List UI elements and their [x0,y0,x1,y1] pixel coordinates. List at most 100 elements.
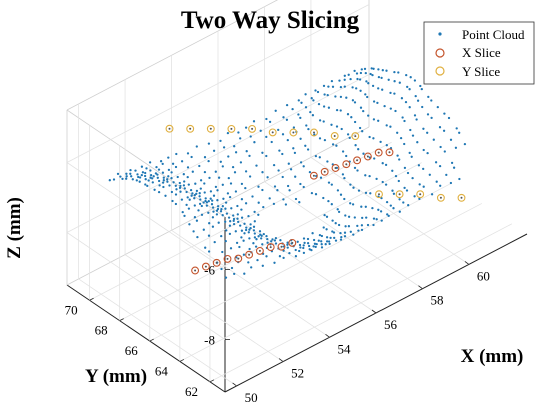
point-cloud-point [261,243,264,246]
point-cloud-point [360,228,364,232]
point-cloud-point [302,244,305,247]
point-cloud-point [443,150,446,153]
x-slice-point-center [291,241,294,244]
point-cloud-point [449,181,453,185]
point-cloud-point [125,175,128,178]
point-cloud-point [268,197,271,200]
point-cloud-point [377,119,380,122]
point-cloud-point [420,87,423,91]
point-cloud-point [314,245,317,249]
point-cloud-point [195,145,198,148]
point-cloud-point [277,128,280,132]
point-cloud-point [344,225,347,228]
point-cloud-point [185,190,188,194]
point-cloud-point [422,127,425,130]
point-cloud-point [222,197,225,200]
point-cloud-point [240,182,244,186]
point-cloud-point [225,212,229,215]
point-cloud-point [331,219,334,222]
point-cloud-point [426,131,429,134]
point-cloud-point [161,162,164,166]
point-cloud-point [359,89,362,92]
point-cloud-point [232,217,236,221]
point-cloud-point [193,197,196,200]
point-cloud-point [273,185,277,188]
point-cloud-point [294,248,297,252]
point-cloud-point [303,241,306,245]
point-cloud-point [282,256,285,260]
grid-line [310,157,470,265]
point-cloud-point [327,106,331,109]
point-cloud-point [372,137,375,140]
point-cloud-point [231,165,235,169]
point-cloud-point [137,175,140,179]
point-cloud-point [396,154,399,157]
point-cloud-point [304,144,307,147]
point-cloud-point [326,93,329,97]
point-cloud-point [180,198,184,201]
point-cloud-point [397,71,400,74]
y-tick-mark [179,359,185,362]
point-cloud-point [260,237,263,240]
x-slice-point [201,262,210,271]
point-cloud-point [322,196,325,200]
point-cloud-point [352,233,355,236]
point-cloud-point [422,167,425,171]
point-cloud-point [221,183,224,186]
y-slice-point-center [333,135,336,137]
point-cloud-point [157,179,161,183]
point-cloud-point [343,197,346,201]
point-cloud-point [320,246,324,249]
x-tick-mark [464,261,470,265]
y-slice-point-center [439,196,442,199]
point-cloud-point [359,106,363,109]
point-cloud-point [131,178,134,181]
point-cloud-point [174,165,178,169]
point-cloud-point [384,163,388,167]
point-cloud-point [355,72,359,75]
point-cloud-point [322,120,325,123]
point-cloud-point [261,188,264,192]
x-axis-label: X (mm) [461,346,524,367]
x-slice-point-center [334,167,337,169]
point-cloud-point [405,73,408,77]
point-cloud-point [361,216,364,220]
point-cloud-point [352,186,355,189]
point-cloud-point [189,188,193,192]
y-slice-point [289,128,298,137]
point-cloud-point [207,234,211,237]
point-cloud-point [371,206,374,210]
point-cloud-point [145,167,148,170]
point-cloud-point [331,85,335,88]
x-slice-point [234,254,243,263]
point-cloud-point [252,242,255,245]
point-cloud-point [442,129,446,132]
point-cloud-point [279,239,282,242]
point-cloud-point [393,70,396,74]
point-cloud-point [339,109,342,112]
point-cloud-point [278,255,282,258]
x-tick-label: 52 [291,366,304,381]
point-cloud-point [271,238,274,241]
point-cloud-point [207,250,211,253]
point-cloud-point [186,196,189,199]
point-cloud-point [432,138,435,141]
y-slice-point [330,132,339,140]
point-cloud-point [341,173,345,176]
point-cloud-point [221,165,224,168]
point-cloud-point [349,77,352,81]
point-cloud-point [439,184,442,187]
point-cloud-point [248,237,251,240]
point-cloud-point [187,207,191,210]
point-cloud-point [272,163,276,167]
point-cloud-point [339,85,343,89]
point-cloud-point [134,169,137,172]
point-cloud-point [174,193,178,196]
point-cloud-point [402,201,405,204]
point-cloud-point [394,109,397,113]
y-slice-point [186,124,195,133]
point-cloud-point [243,222,246,225]
grid-line [209,223,513,383]
point-cloud-point [190,194,193,197]
point-cloud-point [364,71,367,75]
